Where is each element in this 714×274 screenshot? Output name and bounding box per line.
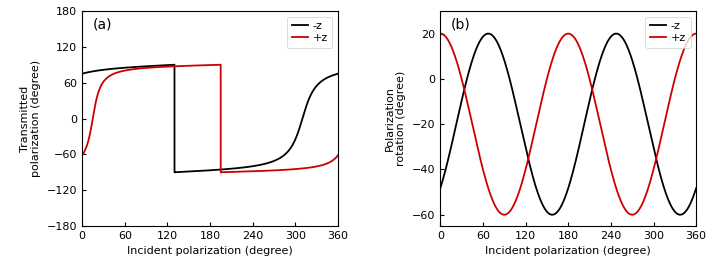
-z (437, 183, 446, 186)
-z (203, 169, 211, 172)
-z (333, 72, 342, 75)
+z (78, 154, 86, 157)
+z (93, 94, 101, 97)
+z (216, 171, 225, 174)
+z (561, 33, 570, 36)
-z (78, 72, 86, 75)
+z (692, 32, 700, 35)
-z (678, 212, 687, 216)
-z (436, 187, 445, 190)
-z (561, 195, 570, 198)
Line: +z: +z (441, 34, 696, 215)
Y-axis label: Transmitted
polarization (degree): Transmitted polarization (degree) (19, 60, 41, 177)
+z (320, 163, 328, 166)
X-axis label: Incident polarization (degree): Incident polarization (degree) (486, 247, 651, 256)
-z (320, 78, 328, 81)
Text: (b): (b) (451, 18, 471, 32)
+z (128, 68, 136, 71)
-z (93, 69, 101, 72)
X-axis label: Incident polarization (degree): Incident polarization (degree) (127, 247, 293, 256)
+z (333, 154, 342, 157)
-z (128, 65, 136, 69)
+z (486, 193, 495, 196)
Line: -z: -z (82, 65, 338, 172)
+z (500, 213, 508, 216)
Legend: -z, +z: -z, +z (287, 16, 333, 48)
+z (437, 32, 446, 35)
-z (170, 63, 178, 66)
+z (79, 152, 88, 155)
Y-axis label: Polarization
rotation (degree): Polarization rotation (degree) (385, 71, 406, 166)
+z (436, 32, 445, 35)
-z (170, 171, 178, 174)
+z (203, 64, 211, 67)
-z (89, 70, 97, 73)
+z (451, 56, 460, 60)
-z (484, 32, 493, 35)
+z (447, 44, 456, 47)
+z (89, 117, 97, 121)
-z (79, 72, 88, 75)
Legend: -z, +z: -z, +z (645, 16, 690, 48)
Line: -z: -z (441, 34, 696, 215)
+z (678, 51, 687, 55)
-z (451, 125, 460, 129)
+z (216, 63, 225, 66)
-z (486, 33, 495, 36)
Line: +z: +z (82, 65, 338, 172)
-z (692, 187, 700, 190)
-z (676, 213, 685, 216)
Text: (a): (a) (92, 18, 112, 32)
-z (447, 146, 456, 150)
